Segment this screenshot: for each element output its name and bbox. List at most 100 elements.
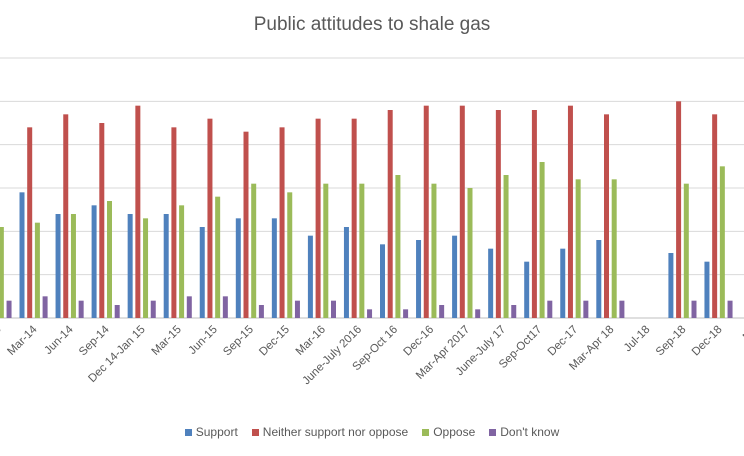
legend-entry: Neither support nor oppose: [251, 425, 409, 439]
bar-oppose: [70, 214, 76, 318]
legend-label: Oppose: [433, 425, 476, 439]
legend-entry: Support: [184, 425, 238, 439]
bar-don-t-know: [222, 296, 228, 318]
bar-neither-support-nor-oppose: [315, 118, 321, 318]
bar-support: [452, 235, 458, 318]
bar-don-t-know: [727, 300, 733, 318]
bar-don-t-know: [6, 300, 12, 318]
bar-don-t-know: [331, 300, 336, 318]
x-tick-label: Sep-14: [77, 323, 112, 358]
bar-don-t-know: [439, 305, 445, 318]
bar-don-t-know: [186, 296, 192, 318]
bar-support: [560, 248, 566, 318]
bar-oppose: [539, 162, 545, 318]
bar-oppose: [359, 183, 365, 318]
x-tick-label: Jul-18: [622, 324, 653, 355]
x-tick-label: Sep-15: [221, 324, 256, 359]
bar-support: [163, 214, 169, 318]
x-tick-label: Sep-18: [654, 324, 689, 359]
bar-oppose: [287, 192, 293, 318]
x-tick-label: Dec-15: [257, 324, 292, 359]
legend-swatch: [489, 428, 497, 436]
bar-oppose: [251, 183, 257, 318]
bar-neither-support-nor-oppose: [27, 127, 33, 318]
legend-label: Neither support nor oppose: [262, 425, 409, 439]
bar-don-t-know: [258, 305, 264, 318]
bar-oppose: [34, 222, 40, 318]
x-tick-label: Jun-14: [42, 323, 76, 357]
legend-swatch: [184, 428, 192, 436]
legend-swatch: [422, 428, 430, 436]
bar-don-t-know: [547, 300, 553, 318]
bar-neither-support-nor-oppose: [99, 123, 105, 318]
bar-oppose: [395, 175, 401, 318]
x-tick-label: Jun-15: [187, 324, 220, 357]
bar-oppose: [611, 179, 617, 318]
x-tick-label: Mar-15: [150, 324, 184, 358]
bar-oppose: [683, 183, 689, 318]
bar-oppose: [323, 183, 329, 318]
x-tick-label: Dec-16: [402, 324, 437, 359]
x-tick-label: Dec-17: [546, 324, 581, 359]
legend-swatch: [251, 428, 259, 436]
bar-support: [380, 244, 385, 318]
bar-support: [668, 253, 674, 318]
bar-don-t-know: [619, 300, 625, 318]
bar-oppose: [0, 227, 4, 318]
legend-label: Don't know: [500, 425, 560, 439]
bar-neither-support-nor-oppose: [676, 101, 682, 318]
bar-oppose: [143, 218, 149, 318]
bar-neither-support-nor-oppose: [423, 105, 429, 318]
legend-entry: Don't know: [489, 425, 559, 439]
bar-neither-support-nor-oppose: [459, 105, 465, 318]
bar-don-t-know: [583, 300, 589, 318]
bar-don-t-know: [114, 305, 120, 318]
bar-group: [0, 101, 733, 318]
bar-oppose: [107, 201, 112, 318]
bar-neither-support-nor-oppose: [279, 127, 285, 318]
bar-neither-support-nor-oppose: [243, 131, 249, 318]
bar-support: [416, 240, 422, 318]
bar-oppose: [575, 179, 581, 318]
bar-neither-support-nor-oppose: [171, 127, 177, 318]
bar-neither-support-nor-oppose: [531, 110, 537, 318]
bar-oppose: [467, 188, 473, 318]
bar-support: [307, 235, 313, 318]
legend-label: Support: [195, 425, 238, 439]
bar-don-t-know: [691, 300, 697, 318]
bar-neither-support-nor-oppose: [63, 114, 69, 318]
bar-neither-support-nor-oppose: [351, 118, 357, 318]
bar-don-t-know: [78, 300, 84, 318]
bar-support: [127, 214, 133, 318]
chart-title: Public attitudes to shale gas: [253, 14, 491, 35]
bar-don-t-know: [367, 309, 373, 318]
x-tick-label: 13: [0, 324, 4, 342]
bar-support: [55, 214, 61, 318]
bar-don-t-know: [294, 300, 300, 318]
bar-support: [235, 218, 241, 318]
bar-support: [704, 261, 710, 318]
bar-oppose: [719, 166, 725, 318]
x-tick-label: Mar-14: [5, 323, 40, 358]
bar-neither-support-nor-oppose: [567, 105, 573, 318]
legend-entry: Oppose: [422, 425, 475, 439]
bar-don-t-know: [511, 305, 517, 318]
bar-don-t-know: [403, 309, 409, 318]
bar-neither-support-nor-oppose: [135, 105, 141, 318]
x-tick-label: Dec-18: [690, 324, 725, 359]
bar-neither-support-nor-oppose: [495, 110, 501, 318]
bar-oppose: [215, 196, 221, 318]
bar-support: [91, 205, 97, 318]
bar-support: [19, 192, 25, 318]
legend: Support Neither support nor oppose Oppose D…: [0, 425, 744, 439]
x-tick-label: Ma: [741, 323, 744, 343]
bar-neither-support-nor-oppose: [604, 114, 609, 318]
bar-oppose: [431, 183, 437, 318]
bar-don-t-know: [150, 300, 156, 318]
bar-support: [596, 240, 602, 318]
bar-neither-support-nor-oppose: [712, 114, 718, 318]
bar-oppose: [503, 175, 509, 318]
x-tick-label: Mar-16: [294, 324, 328, 358]
